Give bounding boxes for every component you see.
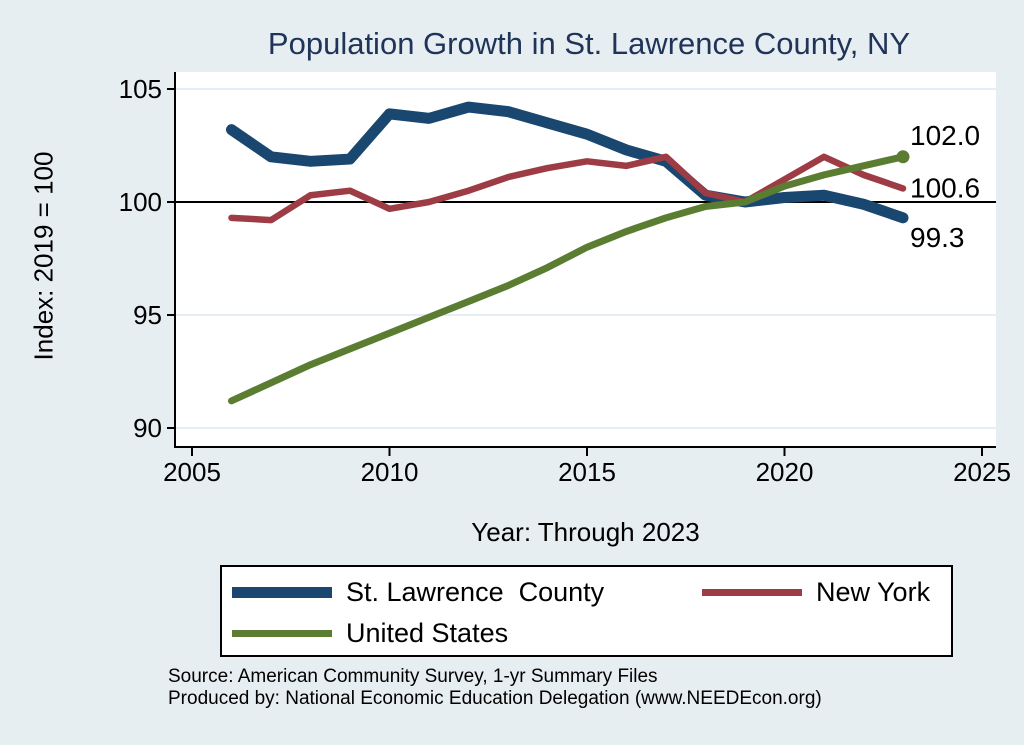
st-lawrence-county-line-swatch xyxy=(232,587,332,598)
end-value-label-new-york: 100.6 xyxy=(910,172,980,203)
series-line-new-york xyxy=(228,153,907,224)
x-tick-label: 2005 xyxy=(163,457,221,487)
chart-title: Population Growth in St. Lawrence County… xyxy=(267,26,911,61)
legend-label-united-states: United States xyxy=(346,618,509,648)
series-line-st.-lawrence-county xyxy=(226,101,909,224)
source-notes: Source: American Community Survey, 1-yr … xyxy=(168,666,822,709)
x-tick-label: 2010 xyxy=(361,457,419,487)
x-tick-label: 2020 xyxy=(756,457,814,487)
end-value-label-united-states: 102.0 xyxy=(910,120,980,151)
x-tick-label: 2025 xyxy=(953,457,1011,487)
legend-entry-new-york: New York xyxy=(702,577,951,608)
legend-label-st-lawrence-county: St. Lawrence County xyxy=(346,577,605,607)
legend-entry-united-states: United States xyxy=(232,618,702,649)
united-states-line-swatch xyxy=(232,630,332,637)
y-tick-label: 105 xyxy=(119,74,162,104)
produced-by-line: Produced by: National Economic Education… xyxy=(168,687,822,709)
x-axis-title: Year: Through 2023 xyxy=(471,517,700,547)
new-york-line-swatch xyxy=(702,589,802,596)
legend-label-new-york: New York xyxy=(816,577,931,607)
y-tick-label: 90 xyxy=(133,413,162,443)
x-tick-label: 2015 xyxy=(558,457,616,487)
end-marker xyxy=(896,150,910,164)
y-tick-label: 100 xyxy=(119,187,162,217)
end-value-label-st.-lawrence-county: 99.3 xyxy=(910,222,965,253)
legend: St. Lawrence County New York United Stat… xyxy=(220,565,953,657)
y-axis-title: Index: 2019 = 100 xyxy=(28,151,59,361)
series-line-united-states xyxy=(228,153,907,405)
y-tick-label: 95 xyxy=(133,300,162,330)
source-line: Source: American Community Survey, 1-yr … xyxy=(168,666,658,687)
legend-entry-st-lawrence-county: St. Lawrence County xyxy=(232,577,702,608)
